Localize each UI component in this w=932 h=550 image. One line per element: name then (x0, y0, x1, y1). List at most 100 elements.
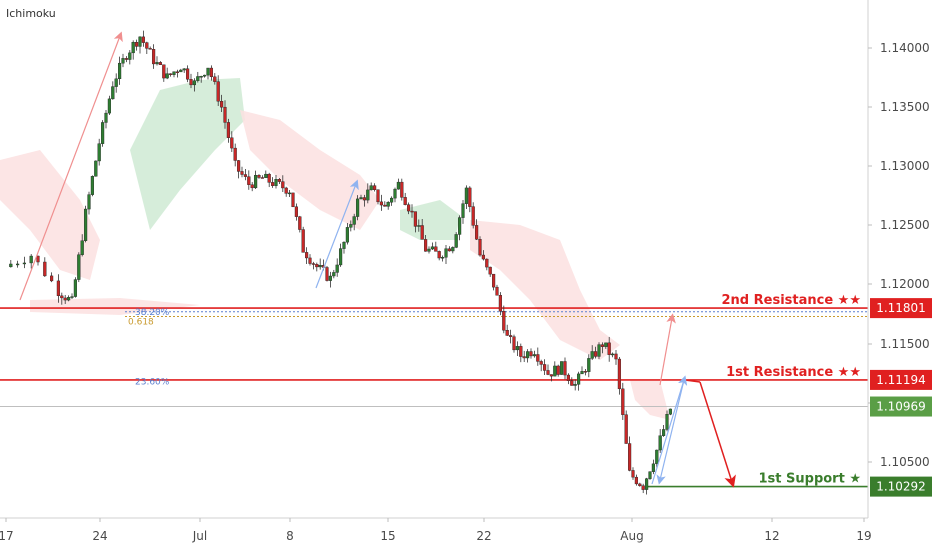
candle-body (94, 160, 98, 177)
bearish-arrow (699, 381, 736, 488)
candle-body (515, 346, 519, 351)
candle-body (359, 197, 363, 200)
pullback-arrow (656, 379, 685, 485)
candle-body (260, 177, 264, 179)
price-badge (870, 369, 932, 390)
candle-body (505, 330, 509, 336)
candle-body (73, 279, 77, 297)
candle-body (655, 449, 659, 465)
candle-body (250, 184, 254, 189)
candle-body (66, 297, 71, 301)
candle-body (209, 67, 213, 78)
candle-body (488, 266, 492, 275)
x-tick-label: 19 (856, 529, 871, 543)
candle-body (475, 225, 479, 240)
candle-body (492, 273, 496, 288)
candle-body (430, 246, 434, 250)
candle-body (366, 189, 370, 201)
candle-body (621, 388, 625, 415)
level-label[interactable]: 1st Resistance ★★ (726, 365, 861, 380)
level-label[interactable]: 1st Support ★ (759, 472, 862, 487)
candle-body (512, 336, 516, 351)
candle-body (454, 234, 458, 248)
x-tick-label: Jul (192, 529, 207, 543)
candle-body (553, 365, 557, 377)
candle-body (70, 296, 74, 298)
candle-body (192, 80, 196, 86)
candle-body (148, 48, 152, 50)
candle-body (390, 197, 394, 203)
price-badge (870, 476, 932, 497)
candle-body (97, 143, 101, 162)
candle-body (128, 52, 132, 60)
candle-body (594, 351, 598, 357)
candle-body (90, 176, 94, 195)
candle-body (226, 122, 230, 138)
candle-body (206, 67, 210, 76)
candle-body (315, 264, 319, 268)
candle-body (216, 81, 220, 102)
candle-body (665, 414, 669, 430)
candle-body (566, 374, 570, 381)
bearish-arrow-base (684, 379, 701, 383)
candle-body (63, 297, 67, 301)
candle-body (243, 174, 247, 177)
candle-body (253, 175, 258, 189)
candlesticks (9, 30, 672, 495)
candle-body (145, 42, 149, 49)
candle-body (502, 311, 506, 331)
candle-body (199, 76, 203, 78)
candle-body (104, 112, 108, 123)
candle-body (611, 353, 615, 356)
candle-body (461, 203, 465, 218)
candle-body (645, 478, 649, 490)
candle-body (369, 185, 373, 191)
candle-body (427, 248, 431, 252)
candle-body (264, 173, 268, 178)
trend-arrow (315, 179, 359, 289)
candle-body (570, 380, 574, 386)
candle-body (288, 192, 292, 195)
candle-body (413, 211, 417, 227)
x-axis-ticks[interactable]: 17 24 Jul 8 15 22 Aug 12 19 (0, 518, 872, 543)
candle-body (114, 78, 118, 87)
x-tick-label: Aug (620, 529, 643, 543)
plot-area[interactable] (0, 0, 868, 518)
candle-body (345, 227, 349, 243)
level-label[interactable]: 2nd Resistance ★★ (722, 293, 862, 308)
candle-body (281, 181, 285, 189)
candle-body (628, 443, 632, 471)
price-badge (870, 298, 932, 319)
candle-body (583, 371, 587, 373)
price-badge-label: 1.11801 (876, 301, 926, 315)
candle-body (509, 335, 513, 337)
candle-body (271, 182, 275, 186)
x-tick-label: 17 (0, 529, 14, 543)
candle-body (36, 255, 40, 263)
indicator-label[interactable]: Ichimoku (6, 7, 56, 20)
candle-body (349, 224, 353, 228)
candle-body (111, 86, 115, 100)
candle-body (396, 181, 400, 190)
candle-body (386, 202, 390, 207)
candle-body (138, 36, 142, 47)
candle-body (498, 295, 502, 312)
candle-body (60, 295, 64, 299)
candle-body (546, 370, 550, 375)
candle-body (532, 354, 536, 357)
candle-body (410, 210, 414, 213)
candle-body (318, 265, 322, 268)
candle-body (240, 171, 244, 175)
candle-body (131, 42, 135, 54)
candle-body (151, 49, 156, 65)
cloud-region (240, 110, 380, 230)
candle-body (648, 471, 652, 479)
candle-body (284, 187, 288, 194)
candle-body (393, 188, 397, 199)
candle-body (556, 365, 560, 375)
x-tick-label: 8 (286, 529, 294, 543)
candle-body (471, 206, 475, 226)
ichimoku-cloud (0, 78, 670, 420)
candle-body (600, 344, 604, 347)
